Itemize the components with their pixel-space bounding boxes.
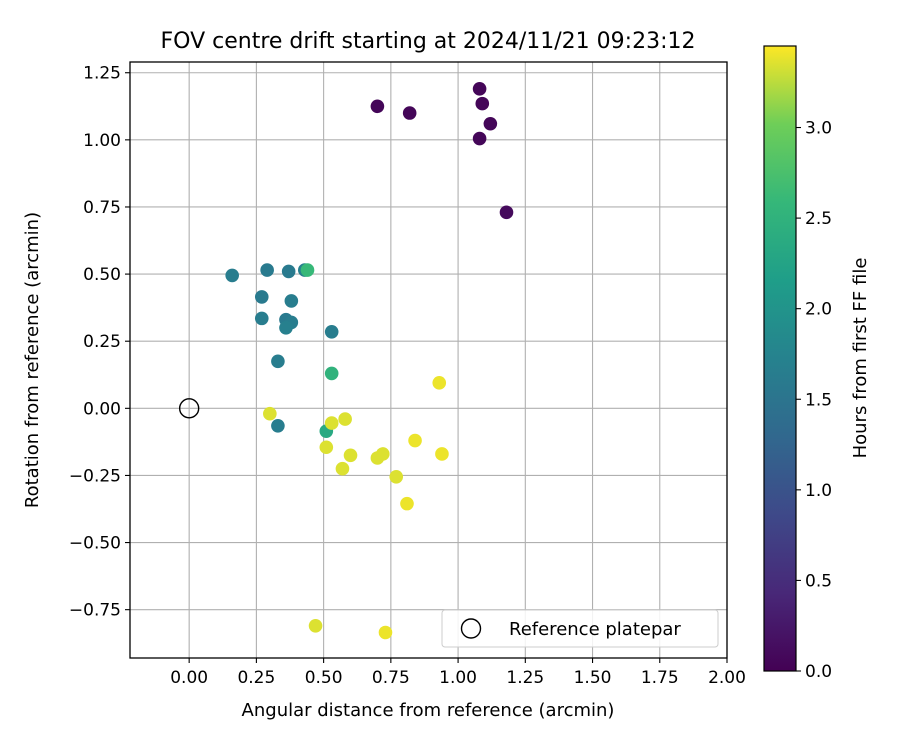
data-point [483, 116, 498, 131]
data-point [475, 96, 490, 111]
data-point [400, 496, 414, 511]
y-axis-ticks: −0.75 −0.50 −0.25 0.00 0.25 0.50 0.75 1.00 1.25 [69, 64, 130, 621]
x-tick-label: 2.00 [708, 668, 746, 688]
colorbar [763, 45, 797, 672]
x-axis-label: Angular distance from reference (arcmin) [242, 700, 615, 721]
data-point [300, 263, 315, 277]
data-point [284, 294, 299, 308]
data-point [378, 625, 393, 640]
data-point [402, 106, 417, 120]
data-point [472, 131, 487, 146]
data-point [279, 320, 293, 335]
x-tick-label: 1.50 [574, 668, 612, 688]
data-point [254, 311, 269, 326]
grid-lines [130, 62, 728, 658]
plot-frame [129, 61, 728, 659]
y-tick-label: 1.00 [83, 131, 121, 151]
data-point [472, 82, 487, 96]
legend: Reference platepar [441, 609, 719, 648]
y-axis-label: Rotation from reference (arcmin) [22, 212, 43, 508]
chart-title: FOV centre drift starting at 2024/11/21 … [161, 29, 696, 54]
data-point [271, 354, 285, 369]
y-tick-label: 0.25 [83, 332, 121, 352]
data-point [389, 469, 404, 484]
reference-marker [178, 398, 200, 419]
data-point [408, 433, 422, 448]
data-point [281, 264, 296, 279]
colorbar-tick-label: 0.0 [805, 662, 832, 682]
data-point [319, 440, 334, 455]
data-point [370, 99, 385, 114]
colorbar-tick-label: 1.0 [805, 481, 832, 501]
data-point [225, 268, 239, 283]
data-points [178, 82, 514, 640]
data-point [335, 461, 350, 476]
y-tick-label: 1.25 [83, 64, 121, 84]
data-point [254, 290, 269, 304]
y-tick-label: −0.25 [69, 466, 121, 486]
data-point [260, 263, 274, 277]
colorbar-tick-label: 3.0 [805, 119, 832, 139]
data-point [263, 406, 277, 421]
data-point [370, 451, 385, 465]
y-tick-label: 0.75 [83, 198, 121, 218]
data-point [324, 325, 339, 339]
legend-box [441, 609, 719, 648]
data-point [324, 366, 339, 381]
legend-reference-marker [460, 618, 482, 639]
data-point [324, 416, 339, 430]
data-point [499, 205, 514, 220]
data-point [271, 418, 285, 433]
data-point [308, 618, 323, 633]
x-axis-ticks: 0.00 0.25 0.50 0.75 1.00 1.25 1.50 1.75 2.00 [170, 658, 746, 688]
colorbar-tick-label: 2.5 [805, 209, 832, 229]
x-tick-label: 1.00 [439, 668, 477, 688]
colorbar-tick-label: 1.5 [805, 390, 832, 410]
x-tick-label: 1.25 [506, 668, 544, 688]
colorbar-label: Hours from first FF file [850, 258, 871, 459]
data-point [432, 376, 447, 390]
x-tick-label: 0.50 [305, 668, 343, 688]
y-tick-label: −0.75 [69, 601, 121, 621]
x-tick-label: 1.75 [641, 668, 679, 688]
x-tick-label: 0.25 [237, 668, 275, 688]
x-tick-label: 0.75 [372, 668, 410, 688]
colorbar-ticks: 0.0 0.5 1.0 1.5 2.0 2.5 3.0 [796, 119, 832, 682]
colorbar-tick-label: 2.0 [805, 300, 832, 320]
x-tick-label: 0.00 [170, 668, 208, 688]
y-tick-label: 0.50 [83, 265, 121, 285]
legend-entry-reference: Reference platepar [509, 619, 681, 640]
y-tick-label: −0.50 [69, 534, 121, 554]
colorbar-tick-label: 0.5 [805, 571, 832, 591]
data-point [435, 447, 449, 461]
data-point [338, 412, 352, 426]
data-point [343, 448, 358, 463]
y-tick-label: 0.00 [83, 399, 121, 419]
